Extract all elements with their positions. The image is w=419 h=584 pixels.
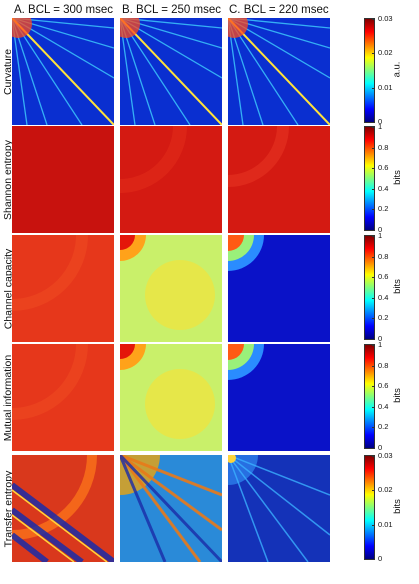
- colorbar-tick-label: 1: [378, 340, 383, 349]
- mutual-information-panel-c: [228, 344, 330, 451]
- colorbar-unit-channel-capacity: bits: [391, 279, 403, 294]
- colorbar-tick-mark: [372, 297, 375, 299]
- colorbar-unit-shannon-entropy: bits: [391, 170, 403, 185]
- curvature-panel-b: [120, 18, 222, 125]
- column-title-c: C. BCL = 220 msec: [229, 4, 329, 16]
- colorbar-unit-transfer-entropy: bits: [391, 499, 403, 514]
- colorbar-tick-label: 0.2: [378, 422, 389, 432]
- colorbar-tick-mark: [372, 127, 375, 128]
- colorbar-tick-mark: [372, 365, 375, 367]
- colorbar-shannon-entropy: [364, 126, 375, 231]
- colorbar-tick-label: 0: [378, 554, 383, 563]
- colorbar-unit-curvature: a.u.: [391, 61, 403, 78]
- colorbar-tick-label: 0.8: [378, 251, 389, 261]
- colorbar-tick-label: 0.2: [378, 313, 389, 323]
- colorbar-tick-label: 0.6: [378, 163, 389, 173]
- colorbar-tick-mark: [372, 209, 375, 211]
- colorbar-tick-label: 0: [378, 117, 383, 126]
- channel-capacity-panel-b: [120, 235, 222, 342]
- transfer-entropy-panel-c: [228, 455, 330, 562]
- colorbar-tick-mark: [372, 386, 375, 388]
- colorbar-tick-label: 0.4: [378, 183, 389, 193]
- colorbar-tick-label: 0.02: [378, 48, 393, 58]
- curvature-panel-a: [12, 18, 114, 125]
- colorbar-tick-mark: [372, 122, 375, 123]
- colorbar-tick-mark: [372, 456, 375, 457]
- colorbar-tick-mark: [372, 448, 375, 449]
- channel-capacity-panel-a: [12, 235, 114, 342]
- colorbar-tick-label: 0.8: [378, 142, 389, 152]
- transfer-entropy-panel-a: [12, 455, 114, 562]
- colorbar-mutual-information: [364, 344, 375, 449]
- column-title-b: B. BCL = 250 msec: [122, 4, 221, 16]
- colorbar-tick-mark: [372, 559, 375, 560]
- colorbar-tick-label: 0.03: [378, 14, 393, 23]
- colorbar-tick-mark: [372, 427, 375, 429]
- colorbar-tick-label: 0: [378, 334, 383, 343]
- colorbar-tick-mark: [372, 524, 375, 526]
- colorbar-channel-capacity: [364, 235, 375, 340]
- colorbar-transfer-entropy: [364, 455, 375, 560]
- shannon-entropy-panel-b: [120, 126, 222, 233]
- colorbar-curvature: [364, 18, 375, 123]
- colorbar-tick-label: 0.4: [378, 401, 389, 411]
- colorbar-tick-label: 0.6: [378, 272, 389, 282]
- colorbar-tick-label: 1: [378, 122, 383, 131]
- colorbar-tick-mark: [372, 345, 375, 346]
- transfer-entropy-panel-b: [120, 455, 222, 562]
- colorbar-tick-label: 0.8: [378, 360, 389, 370]
- colorbar-tick-mark: [372, 490, 375, 492]
- colorbar-tick-mark: [372, 277, 375, 279]
- channel-capacity-panel-c: [228, 235, 330, 342]
- colorbar-tick-mark: [372, 53, 375, 55]
- column-title-a: A. BCL = 300 msec: [14, 4, 113, 16]
- colorbar-tick-label: 0.4: [378, 292, 389, 302]
- colorbar-tick-label: 0.03: [378, 451, 393, 460]
- colorbar-tick-mark: [372, 406, 375, 408]
- colorbar-tick-mark: [372, 256, 375, 258]
- colorbar-tick-label: 0.01: [378, 519, 393, 529]
- colorbar-tick-mark: [372, 318, 375, 320]
- colorbar-tick-mark: [372, 339, 375, 340]
- colorbar-tick-mark: [372, 230, 375, 231]
- mutual-information-panel-a: [12, 344, 114, 451]
- colorbar-tick-label: 0.02: [378, 485, 393, 495]
- curvature-panel-c: [228, 18, 330, 125]
- colorbar-tick-mark: [372, 147, 375, 149]
- colorbar-tick-mark: [372, 19, 375, 20]
- colorbar-tick-label: 0: [378, 225, 383, 234]
- colorbar-tick-label: 0: [378, 443, 383, 452]
- shannon-entropy-panel-c: [228, 126, 330, 233]
- colorbar-tick-mark: [372, 188, 375, 190]
- colorbar-tick-label: 0.6: [378, 381, 389, 391]
- colorbar-unit-mutual-information: bits: [391, 388, 403, 403]
- colorbar-tick-label: 1: [378, 231, 383, 240]
- colorbar-tick-mark: [372, 87, 375, 89]
- colorbar-tick-label: 0.01: [378, 82, 393, 92]
- colorbar-tick-mark: [372, 236, 375, 237]
- mutual-information-panel-b: [120, 344, 222, 451]
- colorbar-tick-mark: [372, 168, 375, 170]
- shannon-entropy-panel-a: [12, 126, 114, 233]
- colorbar-tick-label: 0.2: [378, 204, 389, 214]
